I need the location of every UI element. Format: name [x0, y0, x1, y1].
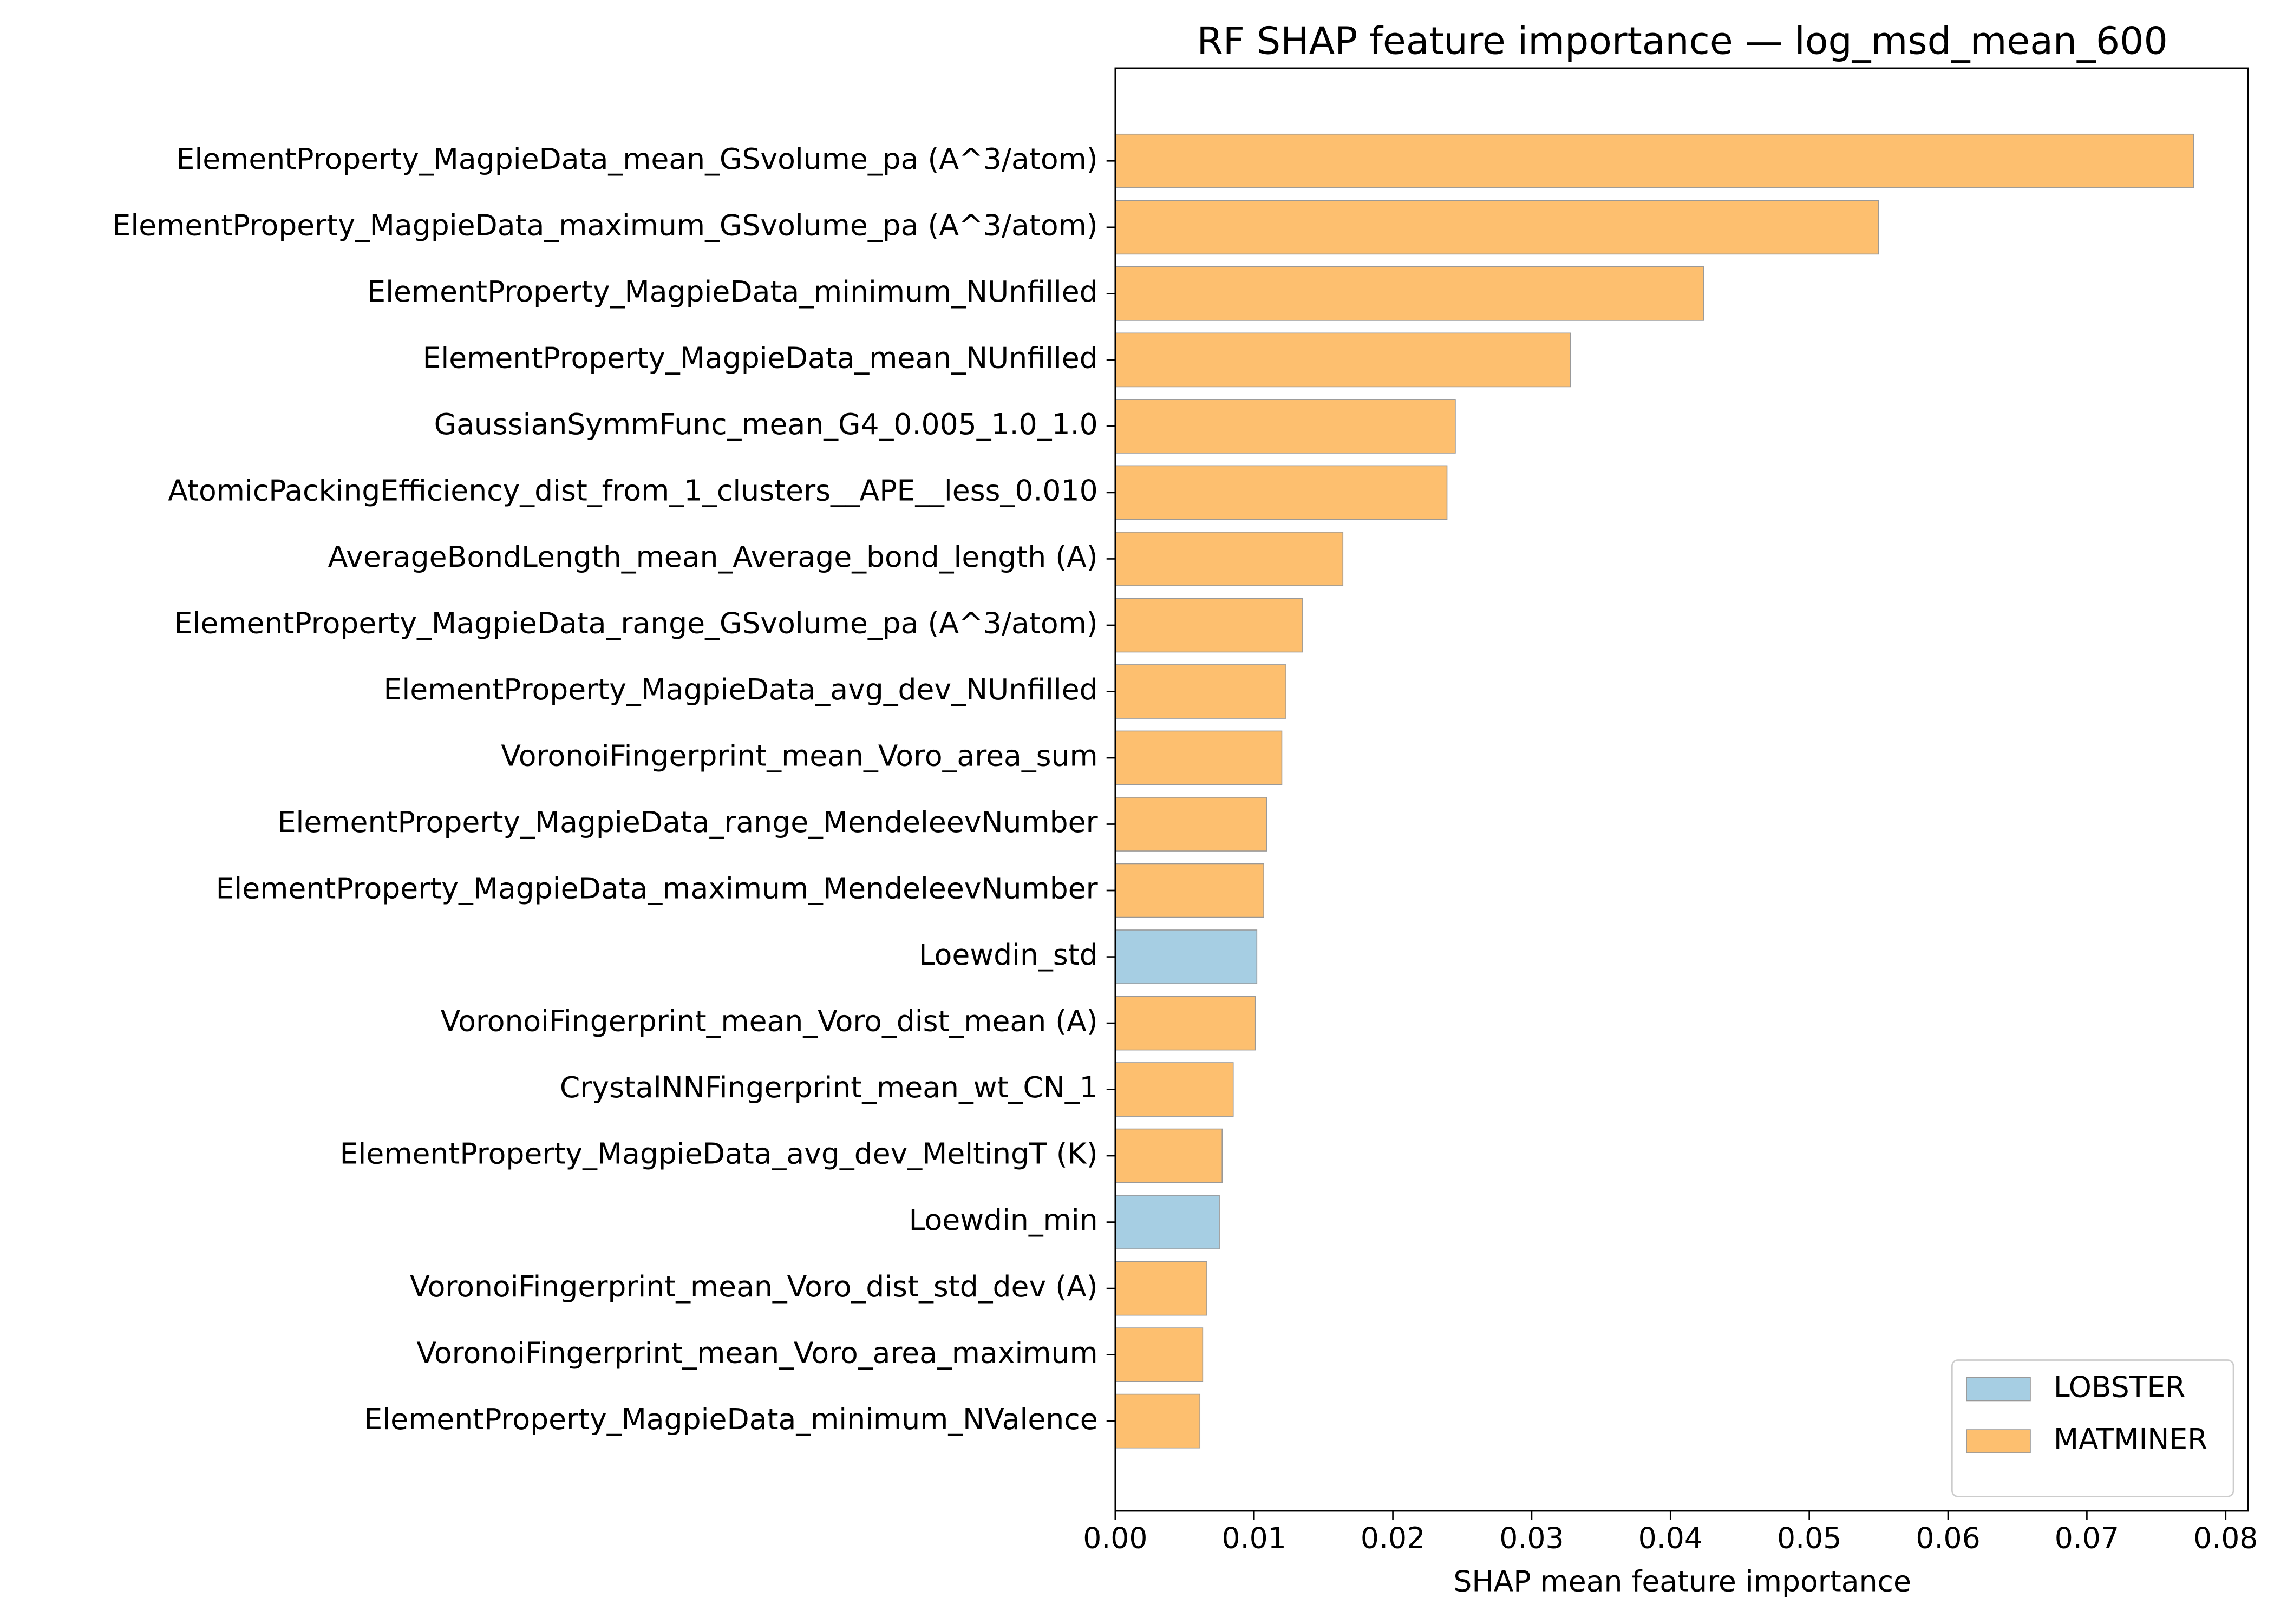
bar — [1115, 1195, 1220, 1249]
y-tick-label: ElementProperty_MagpieData_avg_dev_NUnfi… — [384, 672, 1098, 706]
bar — [1115, 1261, 1207, 1316]
chart-title: RF SHAP feature importance — log_msd_mea… — [1197, 19, 2168, 63]
x-tick-label: 0.05 — [1777, 1521, 1841, 1555]
y-tick-label: ElementProperty_MagpieData_minimum_NVale… — [364, 1402, 1097, 1436]
y-tick-label: VoronoiFingerprint_mean_Voro_dist_std_de… — [410, 1269, 1098, 1304]
bar — [1115, 465, 1448, 520]
bar — [1115, 598, 1303, 653]
legend-swatch — [1966, 1429, 2031, 1453]
y-tick-label: CrystalNNFingerprint_mean_wt_CN_1 — [560, 1070, 1098, 1104]
y-tick-label: VoronoiFingerprint_mean_Voro_dist_mean (… — [441, 1004, 1098, 1038]
y-tick-label: ElementProperty_MagpieData_mean_GSvolume… — [176, 142, 1097, 176]
bar — [1115, 532, 1344, 586]
legend-label: LOBSTER — [2054, 1370, 2186, 1404]
y-tick-label: AverageBondLength_mean_Average_bond_leng… — [328, 540, 1098, 574]
y-tick-label: ElementProperty_MagpieData_range_GSvolum… — [174, 606, 1098, 640]
y-tick-label: ElementProperty_MagpieData_maximum_GSvol… — [113, 208, 1098, 242]
x-tick-label: 0.00 — [1083, 1521, 1147, 1555]
legend-swatch — [1966, 1377, 2031, 1402]
bar — [1115, 332, 1571, 388]
y-tick-label: VoronoiFingerprint_mean_Voro_area_maximu… — [416, 1335, 1097, 1370]
bar — [1115, 133, 2194, 188]
x-tick-label: 0.02 — [1361, 1521, 1425, 1555]
y-tick-label: ElementProperty_MagpieData_avg_dev_Melti… — [340, 1137, 1098, 1171]
bar — [1115, 863, 1264, 918]
x-tick-label: 0.06 — [1916, 1521, 1980, 1555]
bar — [1115, 399, 1456, 454]
y-tick-label: ElementProperty_MagpieData_maximum_Mende… — [216, 872, 1099, 906]
y-tick-label: ElementProperty_MagpieData_mean_NUnfille… — [423, 341, 1098, 375]
x-tick-label: 0.04 — [1638, 1521, 1703, 1555]
bar — [1115, 1327, 1204, 1383]
y-tick-label: ElementProperty_MagpieData_minimum_NUnfi… — [367, 274, 1097, 309]
x-tick-label: 0.07 — [2055, 1521, 2119, 1555]
x-tick-label: 0.08 — [2193, 1521, 2258, 1555]
bar — [1115, 1128, 1223, 1183]
bar — [1115, 266, 1704, 321]
bar — [1115, 797, 1267, 852]
y-tick-label: Loewdin_std — [919, 938, 1098, 972]
bar — [1115, 929, 1258, 984]
y-tick-label: GaussianSymmFunc_mean_G4_0.005_1.0_1.0 — [434, 407, 1098, 441]
legend: LOBSTER MATMINER — [1951, 1359, 2234, 1497]
y-tick-label: VoronoiFingerprint_mean_Voro_area_sum — [501, 739, 1097, 773]
bar — [1115, 730, 1283, 785]
y-tick-label: AtomicPackingEfficiency_dist_from_1_clus… — [168, 474, 1097, 508]
bar — [1115, 996, 1256, 1051]
x-axis-label: SHAP mean feature importance — [1453, 1564, 1911, 1599]
x-tick-label: 0.01 — [1222, 1521, 1286, 1555]
bar — [1115, 1062, 1234, 1117]
y-tick-label: Loewdin_min — [909, 1203, 1098, 1237]
legend-label: MATMINER — [2054, 1422, 2208, 1456]
plot-frame — [1114, 67, 2249, 1512]
bar — [1115, 664, 1286, 719]
bar — [1115, 1393, 1201, 1449]
bar — [1115, 200, 1879, 255]
x-tick-label: 0.03 — [1499, 1521, 1564, 1555]
y-tick-label: ElementProperty_MagpieData_range_Mendele… — [278, 805, 1099, 839]
